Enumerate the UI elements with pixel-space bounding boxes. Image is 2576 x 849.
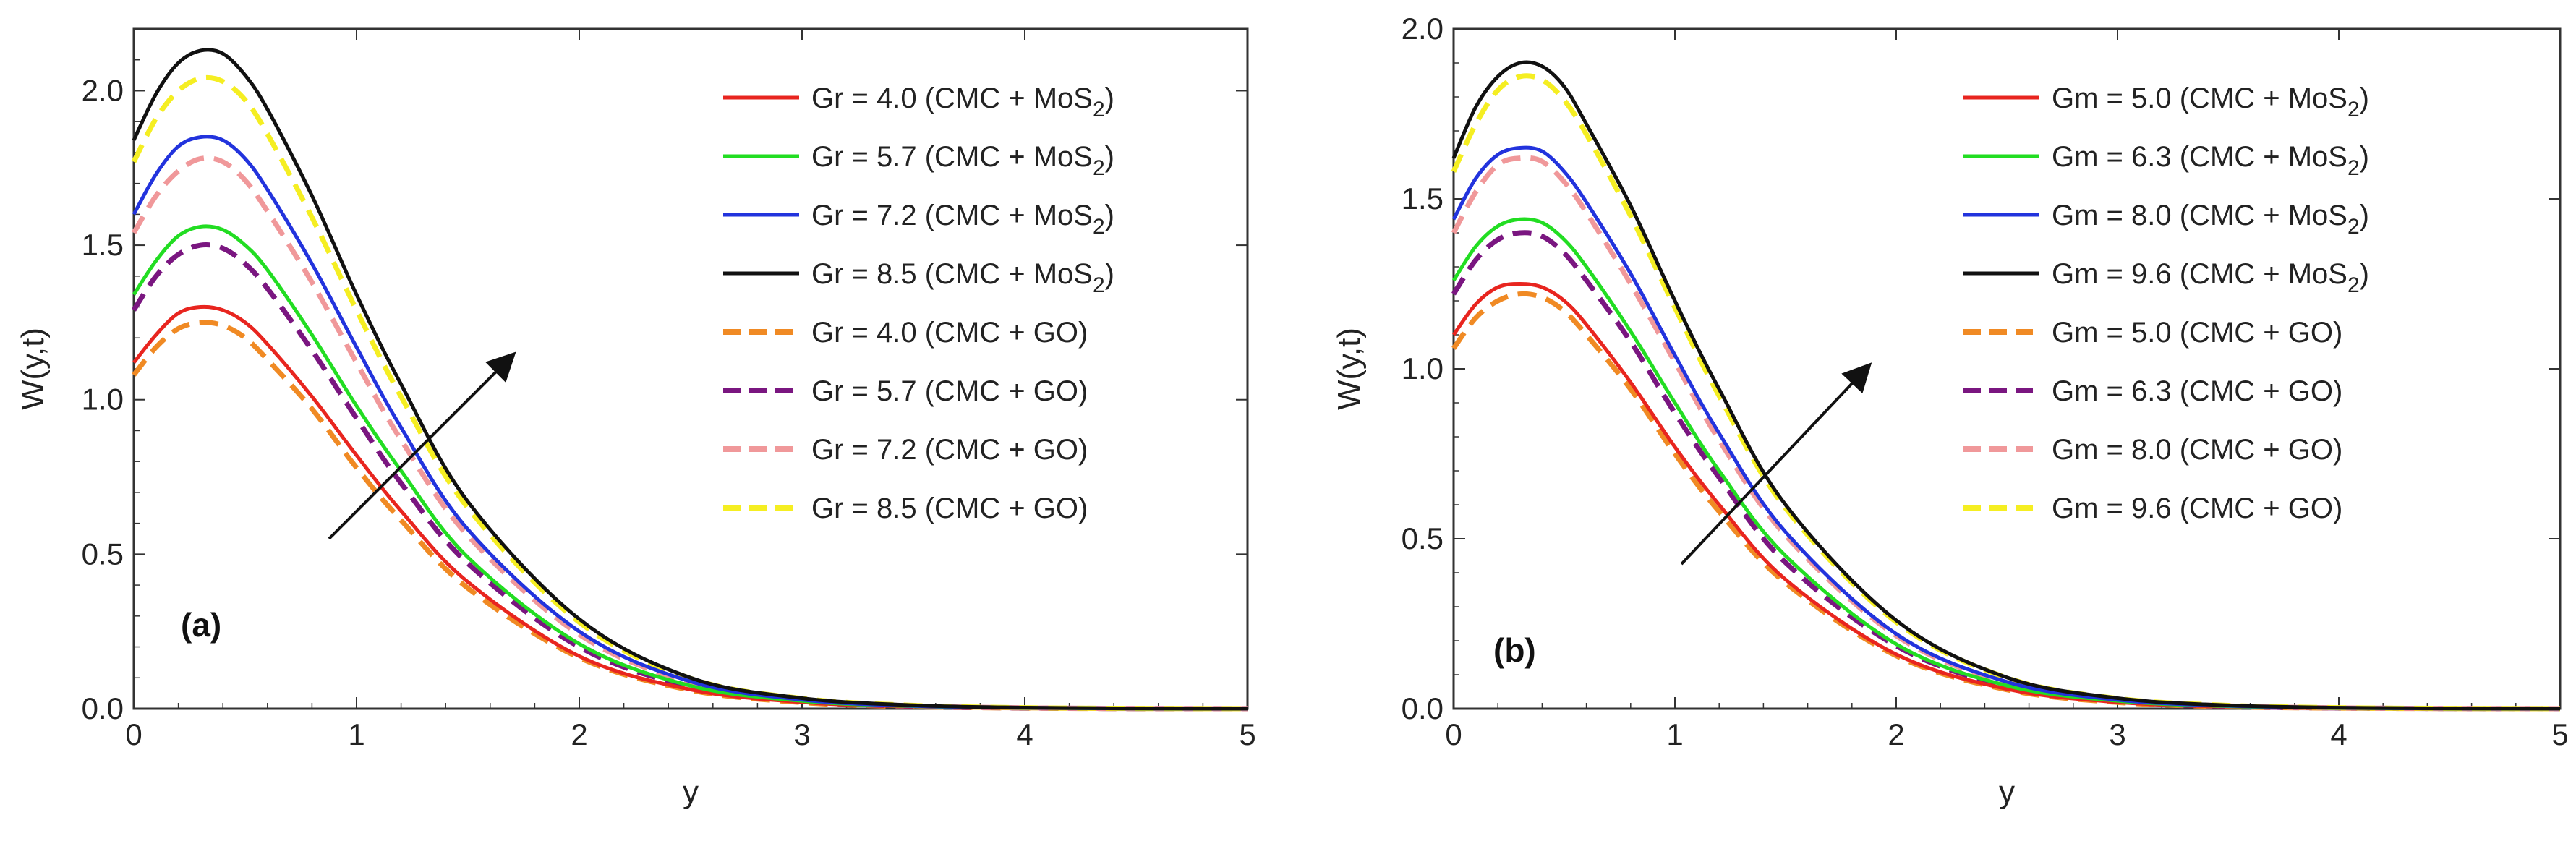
x-tick-label: 5 (1239, 717, 1255, 751)
x-tick-label: 0 (1445, 717, 1462, 751)
x-tick-label: 4 (1016, 717, 1033, 751)
y-tick-label: 0.5 (82, 537, 124, 571)
y-tick-label: 1.0 (82, 383, 124, 417)
series-line-1 (1451, 282, 2561, 711)
legend-entry: Gr = 8.5 (CMC + GO) (811, 492, 1088, 524)
series-line-7 (131, 155, 1248, 712)
y-tick-label: 1.0 (1402, 351, 1443, 385)
legend-entry: Gm = 9.6 (CMC + MoS2) (2052, 258, 2369, 297)
chart-panel-1: 0 1 2 3 4 5 0.0 0.5 1.0 1.5 2.0 y W(y,t) (a) Gr = 4.0 … (15, 27, 1256, 810)
x-tick-label: 2 (571, 717, 587, 751)
legend-entry: Gm = 6.3 (CMC + GO) (2052, 375, 2342, 407)
x-tick-label: 0 (125, 717, 142, 751)
y-tick-label: 1.5 (82, 228, 124, 262)
legend-entry: Gr = 4.0 (CMC + MoS2) (811, 82, 1114, 121)
series-line-6 (1451, 230, 2561, 712)
legend-entry: Gr = 5.7 (CMC + GO) (811, 375, 1088, 407)
x-tick-label: 5 (2551, 717, 2568, 751)
x-tick-label: 1 (1666, 717, 1683, 751)
legend: Gm = 5.0 (CMC + MoS2) Gm = 6.3 (CMC + MoS… (1963, 82, 2369, 524)
legend: Gr = 4.0 (CMC + MoS2) Gr = 5.7 (CMC + MoS… (723, 82, 1114, 524)
series-line-2 (132, 224, 1248, 711)
panel-label: (a) (181, 606, 221, 644)
x-tick-label: 3 (793, 717, 810, 751)
trend-arrow (1680, 362, 1872, 566)
series-line-4 (1451, 60, 2561, 711)
x-axis-label: y (683, 775, 699, 810)
legend-entry: Gr = 7.2 (CMC + GO) (811, 434, 1088, 466)
series-line-5 (1451, 291, 2561, 712)
x-tick-label: 4 (2330, 717, 2347, 751)
legend-entry: Gm = 8.0 (CMC + MoS2) (2052, 200, 2369, 239)
y-tick-label: 2.0 (82, 73, 124, 107)
chart-panel-2: 0 1 2 3 4 5 0.0 0.5 1.0 1.5 2.0 y W(y,t) (b) Gm = 5.0 … (1331, 12, 2569, 810)
x-tick-label: 2 (1888, 717, 1904, 751)
y-axis-label: W(y,t) (15, 328, 51, 410)
legend-entry: Gr = 7.2 (CMC + MoS2) (811, 200, 1114, 239)
legend-entry: Gr = 8.5 (CMC + MoS2) (811, 258, 1114, 297)
panel-label: (b) (1493, 631, 1536, 669)
y-tick-label: 0.5 (1402, 521, 1443, 555)
series-line-3 (1451, 145, 2561, 711)
plot-frame (132, 27, 1249, 710)
trend-arrow (328, 351, 516, 540)
y-tick-label: 1.5 (1402, 182, 1443, 216)
y-tick-label: 0.0 (1402, 691, 1443, 725)
legend-entry: Gr = 4.0 (CMC + GO) (811, 317, 1088, 349)
x-axis-label: y (1999, 775, 2015, 810)
series-line-6 (132, 242, 1248, 712)
legend-entry: Gm = 9.6 (CMC + GO) (2052, 492, 2342, 524)
legend-entry: Gr = 5.7 (CMC + MoS2) (811, 141, 1114, 180)
y-tick-label: 0.0 (82, 691, 124, 725)
legend-entry: Gm = 8.0 (CMC + GO) (2052, 434, 2342, 466)
x-tick-label: 3 (2109, 717, 2125, 751)
y-tick-label: 2.0 (1402, 12, 1443, 46)
legend-entry: Gm = 5.0 (CMC + MoS2) (2052, 82, 2369, 121)
series-line-4 (132, 48, 1248, 711)
legend-entry: Gm = 5.0 (CMC + GO) (2052, 317, 2342, 349)
legend-entry: Gm = 6.3 (CMC + MoS2) (2052, 141, 2369, 180)
series-line-7 (1451, 155, 2561, 712)
series-line-5 (132, 320, 1248, 712)
y-axis-label: W(y,t) (1331, 328, 1367, 410)
series-line-2 (1451, 217, 2561, 711)
x-tick-label: 1 (348, 717, 364, 751)
